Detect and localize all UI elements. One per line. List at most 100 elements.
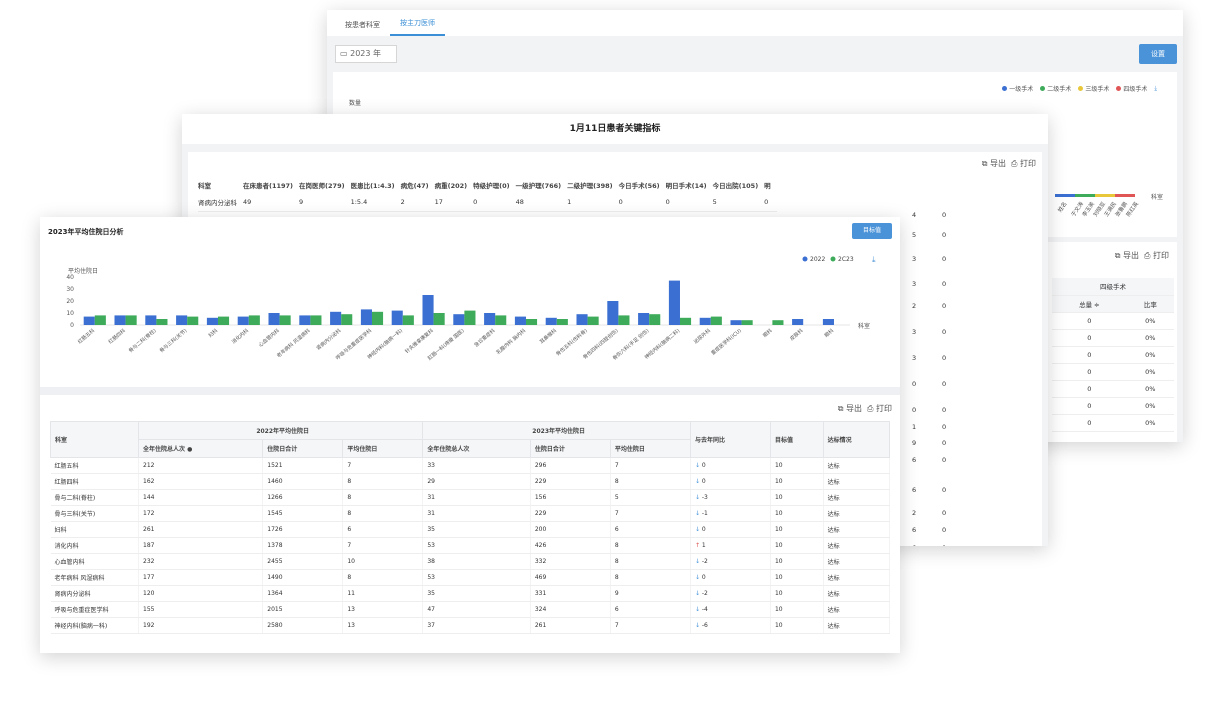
legend-label-2022: 2022 <box>810 256 825 263</box>
col-total-2022: 全年住院总人次 ● <box>137 439 264 458</box>
cell-total-2022: 162 <box>138 473 264 490</box>
x-tick-label: 眼科 <box>823 327 835 339</box>
calendar-icon: ▭ <box>340 49 348 58</box>
surgery-table: 四级手术 总量 ≑ 比率 0 0% 0 0% 0 0% 0 0% 0 0% 0 0% 0 0% <box>1052 278 1174 432</box>
x-tick-label: 骨伤五科(伤科骨) <box>555 327 589 357</box>
bar-2022-3 <box>176 315 188 325</box>
download-icon[interactable]: ⤓ <box>1154 84 1157 92</box>
cell-status: 达标 <box>823 457 891 474</box>
bar-2022-18 <box>638 313 650 325</box>
cell-next: 0 <box>942 544 946 546</box>
print-icon[interactable]: ⎙ <box>867 404 874 413</box>
cell-avg-2023: 5 <box>610 489 691 506</box>
bar-2022-0 <box>83 316 95 325</box>
group-header: 四级手术 <box>1052 278 1174 296</box>
export-icon[interactable]: ⧉ <box>837 404 844 413</box>
print-icon[interactable]: ⎙ <box>1144 251 1151 260</box>
yoy-value: 0 <box>701 462 706 469</box>
settings-button[interactable]: 设置 <box>1139 44 1177 64</box>
cell-qty: 0 <box>1052 329 1127 347</box>
avg-stay-window: 2023年平均住院日分析 目标值 平均住院日 0 10 20 30 40 红肠五科 红肠四科骨… <box>40 217 900 653</box>
tab-by-department[interactable]: 按患者科室 <box>345 21 380 29</box>
cell-days-2023: 229 <box>530 473 611 490</box>
bar-2C23-15 <box>556 319 568 325</box>
cell-avg-2022: 8 <box>342 505 424 522</box>
cell-yoy: ↓ 0 <box>690 521 771 538</box>
cell-next: 0 <box>942 380 947 388</box>
arrow-down-icon: ↓ <box>694 526 702 533</box>
export-icon[interactable]: ⧉ <box>1114 251 1121 260</box>
cell-avg-2023: 8 <box>610 473 691 490</box>
bar-2C23-18 <box>649 314 661 325</box>
cell-status: 达标 <box>823 553 891 570</box>
cell-next: 0 <box>942 456 947 464</box>
arrow-down-icon: ↓ <box>694 590 702 597</box>
yoy-value: -4 <box>701 606 708 613</box>
cell-dept: 消化内科 <box>50 537 139 554</box>
cell-avg-2023: 6 <box>610 521 691 538</box>
col-header-11: 今日出院(105) <box>712 182 759 190</box>
year-picker[interactable]: ▭ 2023 年 <box>335 45 397 63</box>
target-button[interactable]: 目标值 <box>852 223 892 239</box>
x-tick-label: 耳鼻喉科 <box>538 327 558 345</box>
x-tick-label: 肾病内分泌科 <box>315 327 342 352</box>
cell-7: 48 <box>515 194 568 212</box>
cell-total-2022: 212 <box>138 457 264 474</box>
col-header-1: 在床患者(1197) <box>243 182 294 190</box>
col-avg-2023: 平均住院日 <box>609 439 691 458</box>
table-row: 0 0% <box>1052 329 1174 347</box>
cell-4: 2 <box>400 194 435 212</box>
cell-status: 达标 <box>823 505 891 522</box>
print-link[interactable]: 打印 <box>1153 251 1169 260</box>
bar-2022-9 <box>360 309 372 325</box>
cell-next: 0 <box>942 423 947 431</box>
y-tick-label: 30 <box>66 286 74 293</box>
bar-2022-14 <box>514 316 526 325</box>
print-link[interactable]: 打印 <box>876 404 892 413</box>
cell-target: 10 <box>770 585 824 602</box>
table-row: 神经内科(脑病一科) 192 2580 13 37 261 7 ↓ -6 10 达标 <box>50 617 891 634</box>
cell-discharge: 4 <box>912 211 917 219</box>
yoy-value: -2 <box>701 558 708 565</box>
col-days-2022: 住院日合计 <box>262 439 344 458</box>
cell-days-2023: 296 <box>530 457 611 474</box>
cell-total-2022: 187 <box>138 537 264 554</box>
arrow-down-icon: ↓ <box>694 494 702 501</box>
table-row: 0 0% <box>1052 380 1174 398</box>
cell-avg-2022: 8 <box>342 489 424 506</box>
legend-label-2C23: 2C23 <box>838 256 854 263</box>
col-qty[interactable]: 总量 ≑ <box>1052 295 1127 313</box>
legend-item-1: 一级手术 <box>1002 84 1033 93</box>
cell-discharge: 3 <box>912 354 917 362</box>
col-status: 达标情况 <box>822 421 891 458</box>
print-link[interactable]: 打印 <box>1020 159 1036 168</box>
tab-by-surgeon[interactable]: 按主刀医师 <box>390 18 445 36</box>
bar-2C23-1 <box>125 315 137 325</box>
export-link[interactable]: 导出 <box>1122 251 1139 260</box>
y-tick-label: 40 <box>66 274 74 281</box>
bar-2022-23 <box>792 319 804 325</box>
cell-ratio: 0% <box>1126 414 1174 432</box>
avg-stay-bar-chart: 平均住院日 0 10 20 30 40 红肠五科 红肠四科 骨与二科(脊柱) 骨与三科(关节) 妇科… <box>66 255 876 362</box>
x-tick-labels: 姓名 于文涛 李玉美 刘晓亚 王满民 张鲁鹏 陈红英 <box>1051 200 1141 230</box>
cell-status: 达标 <box>823 585 891 602</box>
arrow-down-icon: ↓ <box>694 462 702 469</box>
cell-next: 0 <box>942 354 947 362</box>
export-link[interactable]: 导出 <box>845 404 862 413</box>
cell-5: 17 <box>434 194 474 212</box>
cell-avg-2023: 6 <box>610 601 691 618</box>
col-header-0: 科室 <box>198 182 211 190</box>
cell-avg-2023: 7 <box>610 505 691 522</box>
table-row: 妇科 261 1726 6 35 200 6 ↓ 0 10 达标 <box>50 521 891 538</box>
export-icon[interactable]: ⧉ <box>981 159 988 168</box>
export-link[interactable]: 导出 <box>989 159 1006 168</box>
legend-item-4: 四级手术 <box>1116 84 1147 93</box>
col-header-12: 明 <box>764 182 771 190</box>
cell-status: 达标 <box>823 569 891 586</box>
print-icon[interactable]: ⎙ <box>1011 159 1018 168</box>
cell-avg-2022: 8 <box>342 569 424 586</box>
cell-total-2022: 144 <box>138 489 264 506</box>
bar-2C23-14 <box>525 319 538 325</box>
info-icon[interactable]: ● <box>187 446 193 453</box>
cell-days-2022: 1266 <box>262 489 344 506</box>
